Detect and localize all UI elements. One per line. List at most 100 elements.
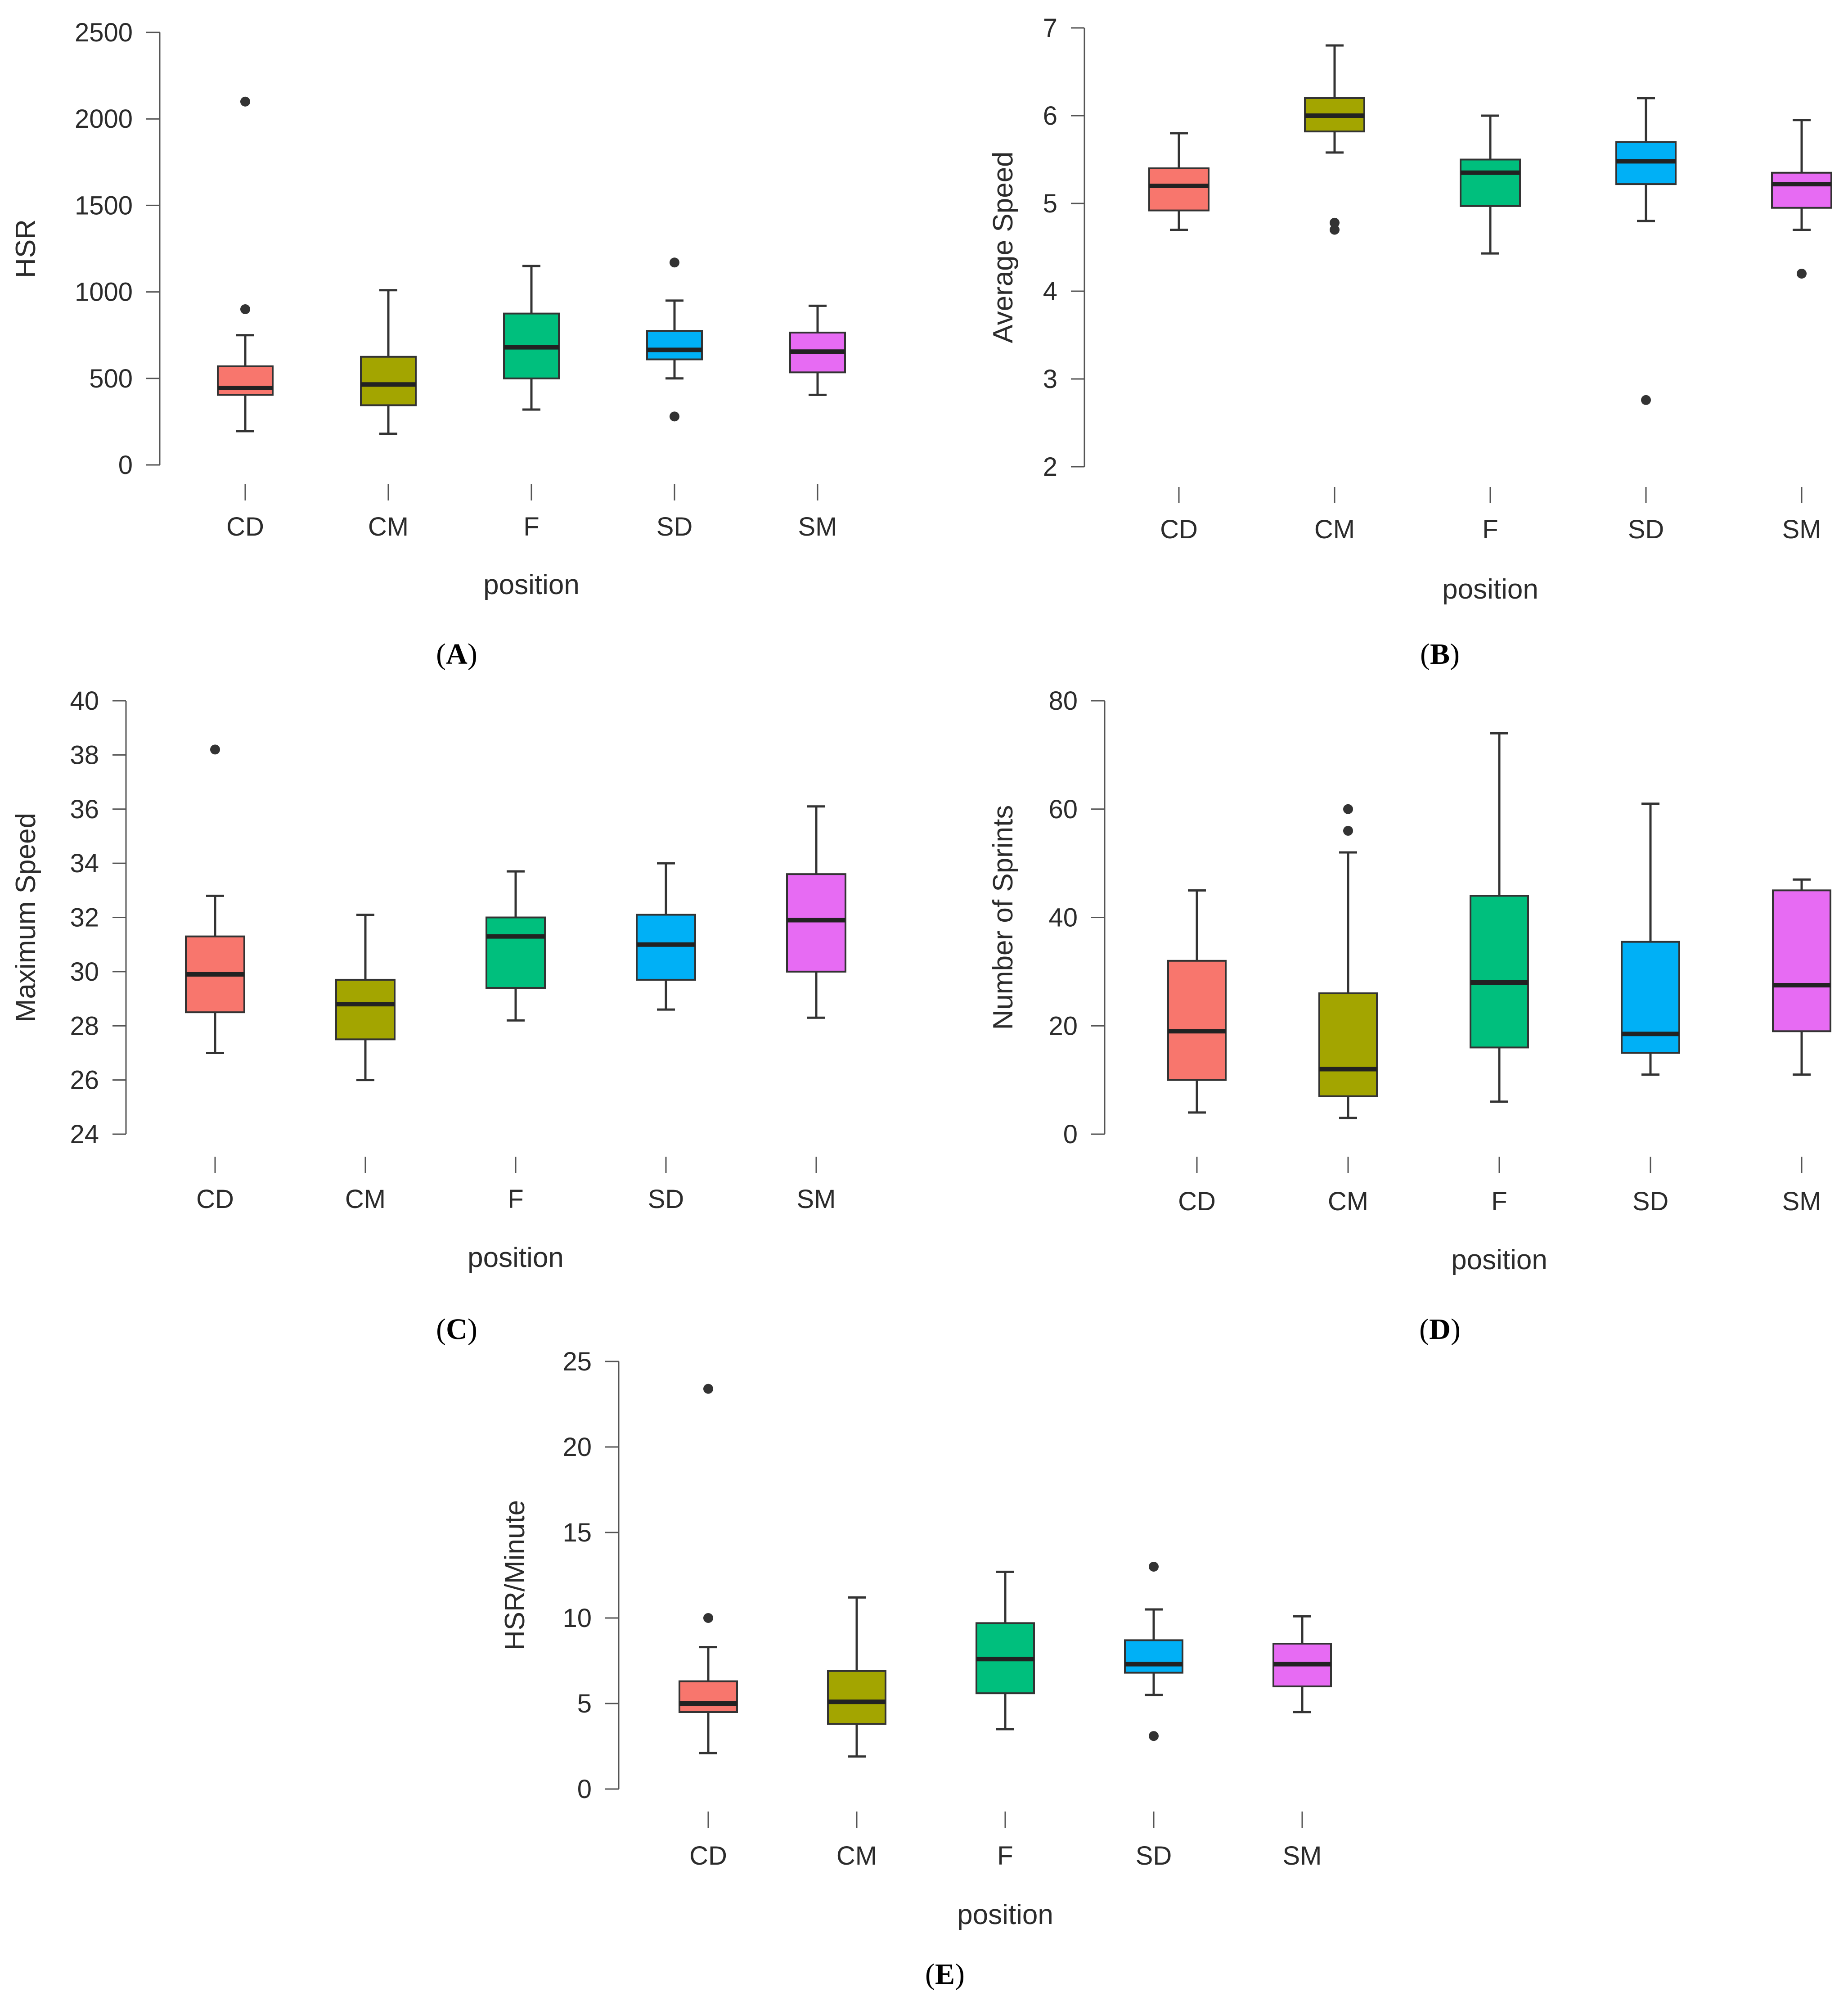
box-cd — [1148, 132, 1210, 231]
outlier-point — [210, 744, 220, 755]
panel-b-label: (B) — [1420, 638, 1460, 671]
x-tick-label: F — [997, 1841, 1013, 1870]
outlier-point — [1330, 217, 1340, 228]
outlier-point — [1149, 1562, 1159, 1572]
outlier-point — [240, 304, 250, 315]
iqr-box — [636, 914, 696, 981]
iqr-box — [1318, 992, 1378, 1097]
panel-c: 24 26 28 30 32 34 36 38 40 Maximum Speed CD CM F SD SM… — [10, 686, 846, 1346]
iqr-box — [335, 978, 396, 1041]
y-tick-label: 7 — [1043, 14, 1057, 43]
box-cm — [1304, 44, 1365, 235]
y-tick-label: 60 — [1048, 795, 1078, 824]
box-cd — [217, 96, 274, 433]
y-tick-label: 80 — [1048, 686, 1078, 716]
x-tick-label: SM — [1782, 1187, 1821, 1216]
iqr-box — [827, 1670, 886, 1725]
box-cm — [827, 1596, 886, 1758]
x-tick-label: SM — [1283, 1841, 1322, 1870]
panel-c-label: (C) — [436, 1313, 477, 1346]
x-tick-label: SD — [1136, 1841, 1172, 1870]
panel-e-y-axis-title: HSR/Minute — [499, 1500, 531, 1650]
y-tick-label: 25 — [562, 1347, 592, 1376]
x-tick-label: CM — [836, 1841, 877, 1870]
y-tick-label: 2000 — [75, 104, 133, 134]
x-tick-label: SD — [656, 512, 693, 541]
box-sm — [786, 805, 846, 1019]
iqr-box — [1621, 941, 1680, 1054]
y-tick-label: 32 — [70, 903, 99, 933]
x-tick-label: CD — [196, 1185, 234, 1214]
iqr-box — [217, 365, 274, 396]
iqr-box — [1460, 158, 1521, 207]
y-tick-label: 5 — [1043, 189, 1057, 218]
box-sm — [1772, 878, 1831, 1076]
panel-a-y-axis-title: HSR — [10, 219, 41, 278]
x-tick-label: CD — [226, 512, 264, 541]
iqr-box — [1470, 895, 1529, 1049]
y-tick-label: 38 — [70, 740, 99, 770]
iqr-box — [1148, 167, 1210, 212]
panel-d-label: (D) — [1419, 1313, 1461, 1346]
y-tick-label: 0 — [118, 451, 133, 480]
y-tick-label: 36 — [70, 795, 99, 824]
iqr-box — [1167, 960, 1227, 1081]
y-tick-label: 28 — [70, 1011, 99, 1041]
panel-a: 0 500 1000 1500 2000 2500 HSR CD CM F SD SM position… — [10, 18, 846, 671]
y-tick-label: 1000 — [75, 278, 133, 307]
y-tick-label: 15 — [562, 1518, 592, 1547]
y-tick-label: 20 — [1048, 1011, 1078, 1041]
box-sd — [636, 862, 696, 1011]
outlier-point — [670, 411, 679, 422]
outlier-point — [670, 257, 679, 268]
y-tick-label: 40 — [70, 686, 99, 716]
x-tick-label: CM — [368, 512, 409, 541]
y-tick-label: 26 — [70, 1066, 99, 1095]
y-tick-label: 4 — [1043, 277, 1057, 306]
y-tick-label: 40 — [1048, 903, 1078, 933]
x-tick-label: SM — [797, 1185, 836, 1214]
panel-b-y-axis-title: Average Speed — [988, 151, 1019, 343]
outlier-point — [1149, 1731, 1159, 1741]
outlier-point — [1641, 395, 1651, 405]
box-sm — [789, 304, 846, 396]
box-f — [976, 1570, 1035, 1731]
outlier-point — [703, 1613, 713, 1623]
y-tick-label: 5 — [577, 1689, 592, 1718]
y-tick-label: 20 — [562, 1433, 592, 1462]
outlier-point — [1797, 269, 1807, 279]
box-sd — [1615, 97, 1677, 405]
panel-b: 2 3 4 5 6 7 Average Speed CD CM F SD SM position (B) — [988, 14, 1832, 671]
x-tick-label: CM — [345, 1185, 386, 1214]
x-tick-label: SD — [1632, 1187, 1669, 1216]
iqr-box — [486, 916, 546, 989]
panel-e-x-axis-title: position — [957, 1899, 1053, 1930]
x-tick-label: CD — [1160, 515, 1198, 544]
panel-d-x-axis-title: position — [1451, 1244, 1547, 1275]
box-f — [486, 870, 546, 1022]
y-tick-label: 1500 — [75, 191, 133, 220]
box-sd — [1621, 802, 1680, 1076]
panel-d-y-axis-title: Number of Sprints — [988, 805, 1019, 1030]
panel-a-x-axis-title: position — [483, 569, 580, 600]
y-tick-label: 6 — [1043, 101, 1057, 131]
panel-c-y-axis-title: Maximum Speed — [10, 813, 41, 1022]
x-tick-label: CM — [1328, 1187, 1368, 1216]
iqr-box — [1771, 171, 1832, 209]
box-f — [1470, 732, 1529, 1103]
outlier-point — [1343, 804, 1353, 814]
y-tick-label: 34 — [70, 849, 99, 878]
box-cd — [679, 1384, 738, 1754]
y-tick-label: 24 — [70, 1120, 99, 1149]
x-tick-label: CD — [1178, 1187, 1216, 1216]
box-f — [1460, 114, 1521, 255]
panel-e-label: (E) — [925, 1958, 965, 1991]
panel-e: 0 5 10 15 20 25 HSR/Minute CD CM F SD SM position (E) — [499, 1347, 1332, 1991]
x-tick-label: SM — [798, 512, 837, 541]
y-tick-label: 0 — [577, 1775, 592, 1804]
iqr-box — [360, 356, 417, 406]
outlier-point — [1343, 825, 1353, 836]
y-tick-label: 30 — [70, 957, 99, 987]
x-tick-label: SM — [1782, 515, 1821, 544]
